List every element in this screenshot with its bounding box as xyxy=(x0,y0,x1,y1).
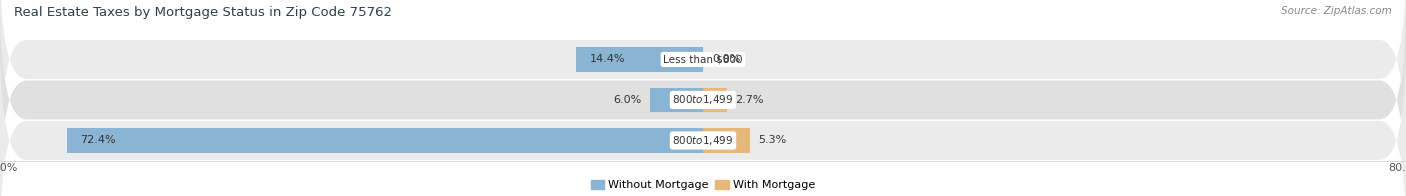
Text: Real Estate Taxes by Mortgage Status in Zip Code 75762: Real Estate Taxes by Mortgage Status in … xyxy=(14,6,392,19)
Text: 6.0%: 6.0% xyxy=(613,95,641,105)
Bar xyxy=(703,88,727,112)
Text: Less than $800: Less than $800 xyxy=(664,54,742,64)
Text: 72.4%: 72.4% xyxy=(80,135,115,145)
Text: $800 to $1,499: $800 to $1,499 xyxy=(672,93,734,106)
Bar xyxy=(650,88,703,112)
Bar xyxy=(703,128,749,153)
Text: 5.3%: 5.3% xyxy=(758,135,786,145)
FancyBboxPatch shape xyxy=(0,38,1406,196)
Text: 14.4%: 14.4% xyxy=(589,54,626,64)
Text: $800 to $1,499: $800 to $1,499 xyxy=(672,134,734,147)
FancyBboxPatch shape xyxy=(0,0,1406,162)
Text: 2.7%: 2.7% xyxy=(735,95,763,105)
Bar xyxy=(576,47,703,72)
Text: Source: ZipAtlas.com: Source: ZipAtlas.com xyxy=(1281,6,1392,16)
Legend: Without Mortgage, With Mortgage: Without Mortgage, With Mortgage xyxy=(591,180,815,191)
Text: 0.0%: 0.0% xyxy=(711,54,740,64)
Bar xyxy=(66,128,703,153)
